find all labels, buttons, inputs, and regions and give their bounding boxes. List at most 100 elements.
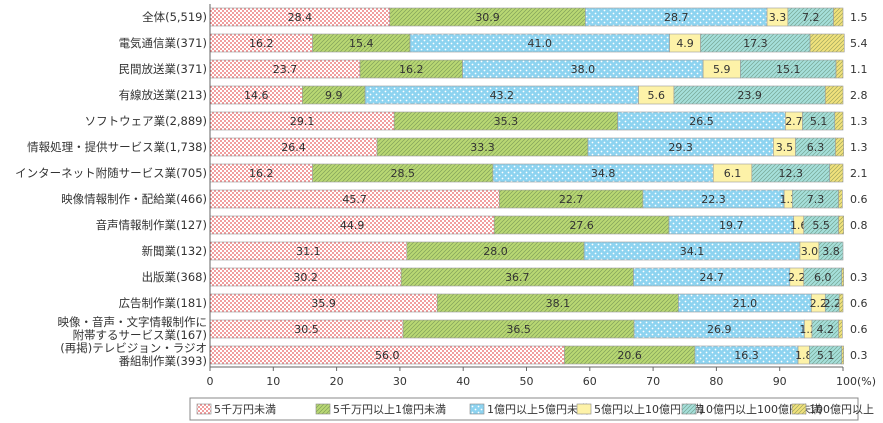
value-label: 35.3 (494, 115, 519, 128)
bar-segment (838, 189, 843, 209)
y-tick-label: 出版業(368) (141, 269, 207, 284)
y-tick-label: 全体(5,519) (142, 9, 207, 24)
value-label: 1.1 (850, 63, 868, 76)
value-label: 26.5 (689, 115, 714, 128)
value-label: 3.0 (801, 245, 819, 258)
value-label: 26.9 (707, 323, 732, 336)
value-label: 19.7 (719, 219, 744, 232)
bar-segment (824, 85, 844, 105)
value-label: 2.2 (810, 297, 828, 310)
value-label: 6.1 (724, 167, 742, 180)
value-label: 2.8 (850, 89, 868, 102)
value-label: 3.3 (769, 11, 787, 24)
value-label: 7.3 (807, 193, 825, 206)
x-tick-label: 100(%) (836, 375, 876, 388)
y-tick-label: 音声情報制作業(127) (95, 217, 207, 232)
value-label: 16.2 (249, 167, 274, 180)
y-tick-label: 映像情報制作・配給業(466) (61, 191, 207, 206)
y-tick-label: ソフトウェア業(2,889) (84, 113, 207, 128)
x-tick-label: 0 (207, 375, 214, 388)
value-label: 2.1 (850, 167, 868, 180)
legend-swatch (791, 403, 807, 415)
value-label: 30.5 (294, 323, 319, 336)
value-label: 28.0 (483, 245, 508, 258)
bar-segment (838, 293, 844, 313)
x-tick-label: 20 (330, 375, 344, 388)
value-label: 15.4 (349, 37, 374, 50)
y-tick-label: (再掲)テレビジョン・ラジオ 番組制作業(393) (60, 341, 207, 368)
x-tick-label: 30 (393, 375, 407, 388)
value-label: 17.3 (743, 37, 768, 50)
value-label: 12.3 (779, 167, 804, 180)
value-label: 1.5 (850, 11, 868, 24)
value-label: 30.2 (293, 271, 318, 284)
value-label: 7.2 (802, 11, 820, 24)
y-tick-label: 民間放送業(371) (118, 61, 207, 76)
value-label: 22.7 (559, 193, 584, 206)
value-label: 38.1 (546, 297, 571, 310)
y-tick-label: 映像・音声・文字情報制作に 附帯するサービス業(167) (57, 315, 208, 342)
legend-label: 1億円以上5億円未満 (487, 403, 589, 416)
legend-swatch (469, 403, 485, 415)
x-tick-label: 90 (773, 375, 787, 388)
value-label: 33.3 (470, 141, 495, 154)
value-label: 5.5 (812, 219, 830, 232)
value-label: 5.6 (648, 89, 666, 102)
legend-label: 5千万円未満 (214, 403, 276, 416)
x-tick-label: 80 (709, 375, 723, 388)
value-label: 4.9 (676, 37, 694, 50)
y-tick-label: 新聞業(132) (141, 243, 207, 258)
value-label: 0.6 (850, 297, 868, 310)
value-label: 0.3 (850, 349, 868, 362)
value-label: 36.7 (505, 271, 530, 284)
bar-segment (809, 33, 845, 53)
value-label: 2.2 (823, 297, 841, 310)
value-label: 1.3 (850, 115, 868, 128)
value-label: 5.9 (713, 63, 731, 76)
value-label: 28.7 (664, 11, 689, 24)
value-label: 34.8 (591, 167, 616, 180)
value-label: 2.7 (785, 115, 803, 128)
value-label: 26.4 (281, 141, 306, 154)
value-label: 30.9 (475, 11, 500, 24)
value-label: 38.0 (571, 63, 596, 76)
value-label: 14.6 (244, 89, 269, 102)
value-label: 0.8 (850, 219, 868, 232)
value-label: 1.8 (795, 349, 813, 362)
x-tick-label: 60 (583, 375, 597, 388)
legend-label: 5千万円以上1億円未満 (333, 403, 446, 416)
legend-swatch (576, 403, 592, 415)
value-label: 20.6 (617, 349, 642, 362)
value-label: 29.1 (290, 115, 315, 128)
value-label: 44.9 (340, 219, 365, 232)
y-tick-label: 電気通信業(371) (118, 35, 207, 50)
value-label: 5.4 (850, 37, 868, 50)
legend-box (189, 397, 859, 421)
legend-swatch (315, 403, 331, 415)
value-label: 23.9 (737, 89, 762, 102)
x-tick-label: 70 (646, 375, 660, 388)
value-label: 2.2 (788, 271, 806, 284)
bar-segment (841, 345, 844, 365)
x-tick-label: 50 (520, 375, 534, 388)
bar-segment (818, 241, 844, 261)
value-label: 4.2 (817, 323, 835, 336)
value-label: 22.3 (701, 193, 726, 206)
value-label: 21.0 (733, 297, 758, 310)
bar-segment (838, 215, 844, 235)
value-label: 0.6 (850, 323, 868, 336)
value-label: 35.9 (311, 297, 336, 310)
value-label: 24.7 (699, 271, 724, 284)
value-label: 56.0 (375, 349, 400, 362)
bar-segment (829, 163, 844, 183)
value-label: 16.2 (399, 63, 424, 76)
value-label: 5.1 (817, 349, 835, 362)
legend-label: 100億円以上 (809, 403, 874, 416)
value-label: 28.5 (390, 167, 415, 180)
legend-swatch (196, 403, 212, 415)
value-label: 1.6 (790, 219, 808, 232)
value-label: 27.6 (569, 219, 594, 232)
y-tick-label: 有線放送業(213) (118, 87, 207, 102)
x-tick-label: 10 (266, 375, 280, 388)
